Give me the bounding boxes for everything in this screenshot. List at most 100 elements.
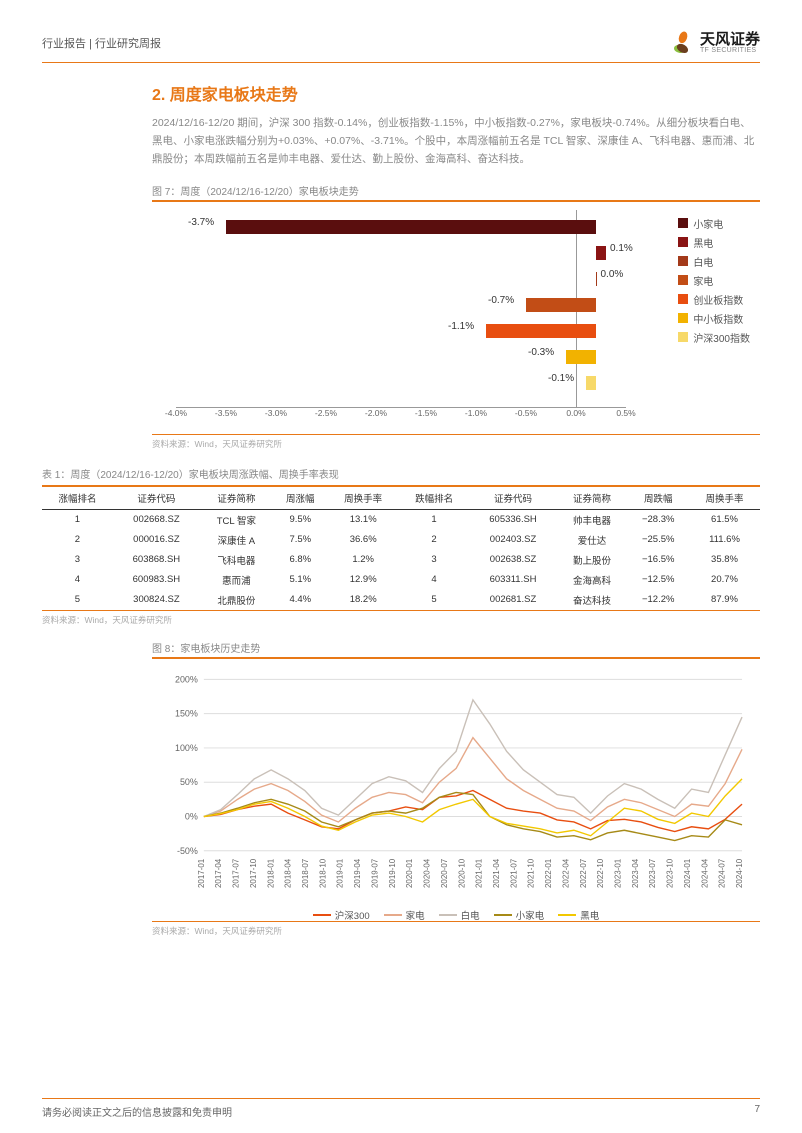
table-cell: 36.6% (328, 530, 399, 550)
line-xtick: 2024-07 (718, 858, 727, 888)
table-cell: 2 (42, 530, 113, 550)
bar-xtick: -3.5% (215, 408, 237, 418)
table-cell: 3 (42, 550, 113, 570)
line-xtick: 2023-04 (631, 858, 640, 888)
table-cell: 13.1% (328, 509, 399, 530)
table-cell: −16.5% (627, 550, 689, 570)
line-xtick: 2021-07 (509, 858, 518, 888)
table-cell: 1 (399, 509, 470, 530)
table1-title: 表 1：周度（2024/12/16-12/20）家电板块周涨跌幅、周换手率表现 (42, 466, 760, 481)
table-header-cell: 周涨幅 (273, 486, 328, 510)
table-row: 1002668.SZTCL 智家9.5%13.1%1605336.SH帅丰电器−… (42, 509, 760, 530)
table-cell: 5 (42, 590, 113, 611)
line-xtick: 2023-10 (666, 858, 675, 888)
line-ytick: 150% (175, 708, 198, 718)
table-row: 5300824.SZ北鼎股份4.4%18.2%5002681.SZ奋达科技−12… (42, 590, 760, 611)
legend-item: 沪深300 (313, 908, 370, 922)
legend-item: 家电 (678, 273, 750, 288)
table-cell: 002668.SZ (113, 509, 200, 530)
table-cell: 87.9% (689, 590, 760, 611)
bar-row: -0.3% (176, 346, 626, 368)
table-cell: 2 (399, 530, 470, 550)
disclaimer: 请务必阅读正文之后的信息披露和免责申明 (42, 1104, 232, 1119)
table-cell: 605336.SH (470, 509, 557, 530)
line-xtick: 2022-04 (561, 858, 570, 888)
table-header-cell: 证券代码 (470, 486, 557, 510)
table-header-cell: 证券简称 (557, 486, 628, 510)
table-cell: 000016.SZ (113, 530, 200, 550)
legend-item: 白电 (439, 908, 480, 922)
table-header-cell: 跌幅排名 (399, 486, 470, 510)
table-cell: TCL 智家 (200, 509, 273, 530)
bar-value-label: -1.1% (448, 321, 474, 332)
line-xtick: 2018-04 (284, 858, 293, 888)
bar-row: -1.1% (176, 320, 626, 342)
table-cell: 18.2% (328, 590, 399, 611)
bar-xtick: 0.0% (566, 408, 585, 418)
table-cell: 603311.SH (470, 570, 557, 590)
bar (566, 350, 596, 364)
table-cell: −12.5% (627, 570, 689, 590)
line-xtick: 2018-01 (266, 858, 275, 888)
line-xtick: 2019-07 (370, 858, 379, 888)
fig8-legend: 沪深300家电白电小家电黑电 (162, 908, 750, 922)
fig8-linechart: -50%0%50%100%150%200%2017-012017-042017-… (156, 667, 756, 917)
table-header-cell: 周跌幅 (627, 486, 689, 510)
page-header: 行业报告 | 行业研究周报 天风证券 TF SECURITIES (42, 30, 760, 63)
legend-item: 中小板指数 (678, 311, 750, 326)
line-xtick: 2017-10 (249, 858, 258, 888)
bar-value-label: -0.3% (528, 347, 554, 358)
brand-logo: 天风证券 TF SECURITIES (668, 30, 760, 56)
line-xtick: 2024-01 (683, 858, 692, 888)
fig7-box: -3.7%0.1%0.0%-0.7%-1.1%-0.3%-0.1%-4.0%-3… (152, 200, 760, 435)
series-line (204, 778, 742, 835)
line-xtick: 2020-01 (405, 858, 414, 888)
line-xtick: 2024-10 (735, 858, 744, 888)
bar-value-label: -0.1% (548, 373, 574, 384)
table-cell: 4 (42, 570, 113, 590)
line-xtick: 2021-10 (527, 858, 536, 888)
table-header-cell: 证券简称 (200, 486, 273, 510)
table-cell: 9.5% (273, 509, 328, 530)
bar-xtick: -2.5% (315, 408, 337, 418)
bar-value-label: 0.1% (610, 243, 633, 254)
bar (526, 298, 596, 312)
table-cell: 1.2% (328, 550, 399, 570)
section-title: 2. 周度家电板块走势 (152, 81, 760, 105)
bar (596, 246, 606, 260)
line-ytick: 50% (180, 777, 198, 787)
fig7-title: 图 7：周度（2024/12/16-12/20）家电板块走势 (152, 183, 760, 198)
line-ytick: -50% (177, 845, 198, 855)
bar-row: -3.7% (176, 216, 626, 238)
fig7-barchart: -3.7%0.1%0.0%-0.7%-1.1%-0.3%-0.1%-4.0%-3… (156, 210, 756, 430)
table-header-cell: 周换手率 (689, 486, 760, 510)
table-cell: 金海高科 (557, 570, 628, 590)
line-xtick: 2020-04 (423, 858, 432, 888)
line-xtick: 2018-10 (318, 858, 327, 888)
table-cell: 61.5% (689, 509, 760, 530)
line-xtick: 2022-07 (579, 858, 588, 888)
bar-value-label: 0.0% (601, 269, 624, 280)
bar (586, 376, 596, 390)
performance-table: 涨幅排名证券代码证券简称周涨幅周换手率跌幅排名证券代码证券简称周跌幅周换手率10… (42, 485, 760, 611)
tf-logo-icon (668, 30, 694, 56)
line-ytick: 200% (175, 674, 198, 684)
legend-item: 沪深300指数 (678, 330, 750, 345)
page-number: 7 (754, 1104, 760, 1119)
bar-row: -0.7% (176, 294, 626, 316)
table-cell: 5.1% (273, 570, 328, 590)
legend-item: 创业板指数 (678, 292, 750, 307)
table-cell: 6.8% (273, 550, 328, 570)
table-cell: 002681.SZ (470, 590, 557, 611)
table-cell: 奋达科技 (557, 590, 628, 611)
legend-item: 小家电 (494, 908, 545, 922)
table-row: 4600983.SH惠而浦5.1%12.9%4603311.SH金海高科−12.… (42, 570, 760, 590)
legend-item: 黑电 (678, 235, 750, 250)
table-cell: 35.8% (689, 550, 760, 570)
table-cell: 300824.SZ (113, 590, 200, 611)
table-cell: 帅丰电器 (557, 509, 628, 530)
table-row: 2000016.SZ深康佳 A7.5%36.6%2002403.SZ爱仕达−25… (42, 530, 760, 550)
legend-item: 黑电 (558, 908, 599, 922)
brand-en: TF SECURITIES (700, 47, 760, 54)
line-ytick: 0% (185, 811, 198, 821)
